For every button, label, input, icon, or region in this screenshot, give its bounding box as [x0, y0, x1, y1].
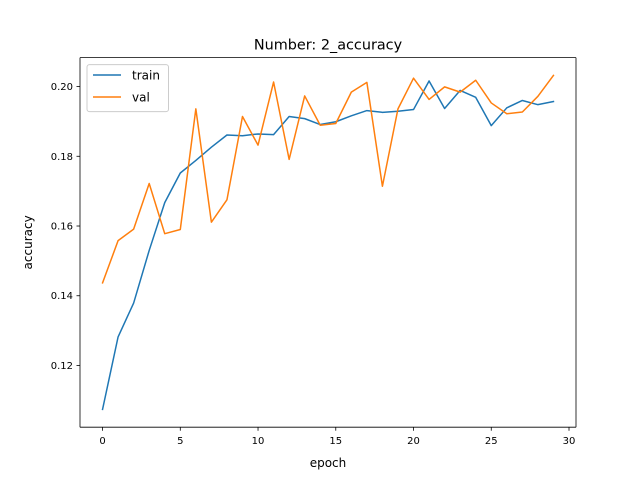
- legend-box: [86, 64, 169, 113]
- x-tick-label: 10: [252, 436, 265, 447]
- plot-area: [80, 57, 576, 428]
- y-axis-ticks: 0.12 0.14 0.16 0.18 0.20: [51, 82, 80, 372]
- legend-val-label: val: [132, 91, 150, 105]
- legend: train val: [86, 64, 169, 113]
- series-line-val: [101, 74, 555, 284]
- x-tick-label: 5: [177, 436, 183, 447]
- x-tick-label: 30: [563, 436, 576, 447]
- y-tick-label: 0.18: [51, 152, 73, 163]
- series-line-train: [101, 80, 555, 411]
- y-tick-label: 0.20: [51, 82, 73, 93]
- x-axis-label: epoch: [310, 456, 347, 470]
- x-axis-ticks: 0 5 10 15 20 25 30: [99, 427, 575, 447]
- x-tick-label: 0: [99, 436, 105, 447]
- legend-train-label: train: [132, 69, 160, 83]
- y-tick-label: 0.12: [51, 361, 73, 372]
- y-axis-label: accuracy: [21, 215, 35, 269]
- y-tick-label: 0.16: [51, 222, 73, 233]
- chart-title: Number: 2_accuracy: [254, 38, 403, 54]
- x-tick-label: 15: [329, 436, 342, 447]
- x-tick-label: 20: [407, 436, 420, 447]
- y-tick-label: 0.14: [51, 291, 73, 302]
- x-tick-label: 25: [485, 436, 498, 447]
- series-lines: [101, 74, 555, 411]
